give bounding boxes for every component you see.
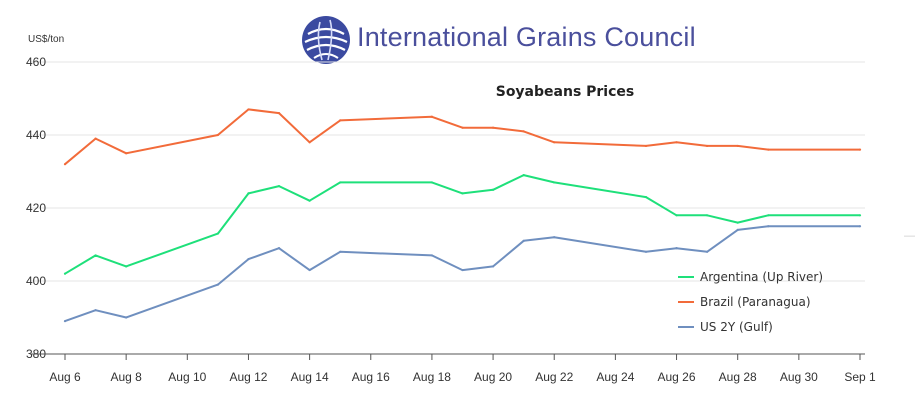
y-tick-label: 400 bbox=[26, 274, 46, 288]
data-point bbox=[125, 316, 128, 319]
series-line-argentina bbox=[64, 174, 860, 275]
y-tick-label: 460 bbox=[26, 55, 46, 69]
y-axis-unit-label: US$/ton bbox=[28, 34, 64, 45]
data-point bbox=[644, 250, 648, 253]
data-point bbox=[767, 225, 770, 228]
data-point bbox=[277, 247, 281, 250]
data-point bbox=[522, 174, 525, 177]
data-point bbox=[644, 195, 648, 199]
legend-item-label: Argentina (Up River) bbox=[700, 270, 823, 284]
data-point bbox=[430, 181, 434, 184]
data-point bbox=[247, 258, 250, 261]
data-point bbox=[706, 250, 709, 253]
data-point bbox=[216, 283, 219, 286]
data-point bbox=[491, 188, 495, 191]
legend-item-label: Brazil (Paranagua) bbox=[700, 295, 811, 309]
data-point bbox=[553, 236, 556, 239]
data-point bbox=[767, 214, 770, 217]
x-tick-label: Aug 20 bbox=[474, 370, 512, 384]
data-point bbox=[277, 185, 281, 188]
x-tick-label: Aug 10 bbox=[168, 370, 206, 384]
data-point bbox=[491, 265, 495, 268]
igc-logo-globe-icon bbox=[302, 16, 350, 64]
x-tick-label: Aug 18 bbox=[413, 370, 451, 384]
data-point bbox=[94, 309, 97, 312]
data-point bbox=[553, 141, 556, 144]
legend-item-label: US 2Y (Gulf) bbox=[700, 320, 773, 334]
data-point bbox=[339, 250, 342, 253]
x-tick-label: Aug 12 bbox=[229, 370, 267, 384]
legend: Argentina (Up River) Brazil (Paranagua) US… bbox=[678, 270, 823, 334]
data-point bbox=[706, 214, 709, 217]
data-point bbox=[736, 221, 739, 224]
data-point bbox=[461, 126, 464, 129]
data-point bbox=[94, 137, 97, 140]
data-point bbox=[675, 247, 678, 250]
data-point bbox=[216, 232, 219, 235]
data-point bbox=[675, 141, 678, 144]
y-tick-label: 420 bbox=[26, 201, 46, 215]
data-point bbox=[858, 214, 862, 217]
data-point bbox=[736, 228, 739, 231]
data-point bbox=[125, 265, 128, 268]
x-tick-label: Aug 8 bbox=[110, 370, 142, 384]
data-point bbox=[858, 148, 862, 151]
x-tick-label: Aug 26 bbox=[658, 370, 696, 384]
y-tick-label: 440 bbox=[26, 128, 46, 142]
x-tick-label: Aug 28 bbox=[719, 370, 757, 384]
data-point bbox=[736, 144, 739, 148]
series-lines bbox=[63, 108, 862, 323]
data-point bbox=[767, 148, 770, 151]
data-point bbox=[125, 152, 128, 155]
chart-title: Soyabeans Prices bbox=[496, 84, 635, 100]
data-point bbox=[247, 192, 250, 195]
data-point bbox=[461, 268, 464, 272]
data-point bbox=[430, 115, 434, 118]
data-point bbox=[339, 119, 342, 122]
data-point bbox=[461, 192, 464, 195]
logo-title: International Grains Council bbox=[357, 22, 696, 52]
data-point bbox=[216, 133, 219, 137]
data-point bbox=[308, 141, 311, 144]
x-tick-label: Aug 16 bbox=[352, 370, 390, 384]
data-point bbox=[339, 181, 342, 184]
data-point bbox=[277, 112, 281, 115]
series-line-brazil bbox=[64, 108, 860, 165]
data-point bbox=[430, 254, 434, 257]
gridlines bbox=[30, 61, 865, 355]
data-point bbox=[644, 144, 648, 148]
data-point bbox=[553, 181, 556, 184]
data-point bbox=[491, 126, 495, 129]
x-tick-label: Sep 1 bbox=[844, 370, 876, 384]
x-tick-label: Aug 30 bbox=[780, 370, 818, 384]
clipped-legend-label: — IG bbox=[904, 230, 918, 242]
data-point bbox=[522, 130, 525, 133]
x-tick-label: Aug 14 bbox=[291, 370, 329, 384]
x-tick-label: Aug 22 bbox=[535, 370, 573, 384]
x-tick-label: Aug 6 bbox=[49, 370, 81, 384]
data-point bbox=[308, 268, 311, 272]
data-point bbox=[522, 239, 525, 242]
data-point bbox=[247, 108, 250, 111]
data-point bbox=[94, 254, 97, 257]
data-point bbox=[63, 320, 67, 323]
data-point bbox=[308, 199, 311, 202]
data-point bbox=[675, 214, 678, 217]
x-tick-label: Aug 24 bbox=[596, 370, 634, 384]
data-point bbox=[858, 225, 862, 228]
data-point bbox=[706, 144, 709, 148]
data-point bbox=[63, 272, 67, 275]
data-point bbox=[63, 163, 67, 166]
